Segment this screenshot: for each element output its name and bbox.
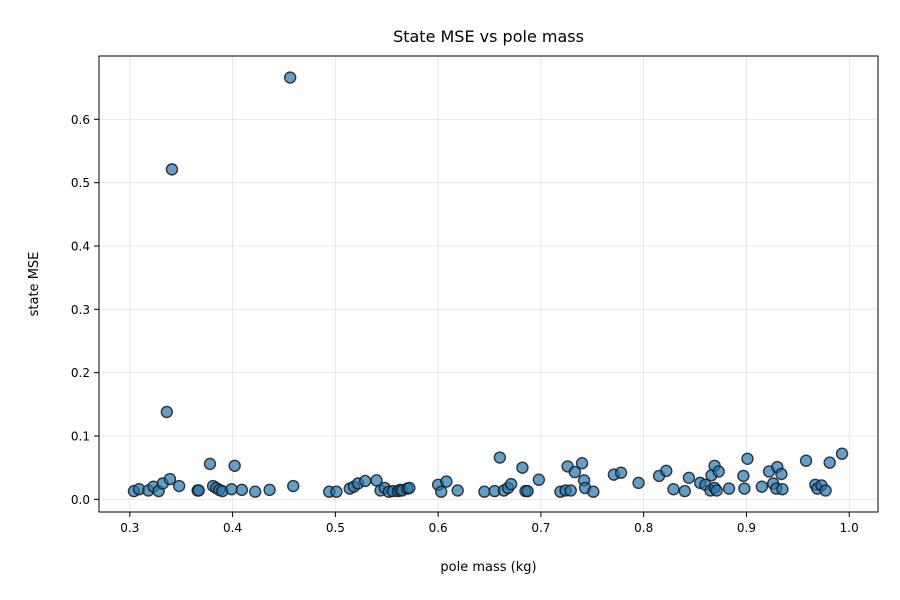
y-tick-label: 0.4 [71, 240, 90, 254]
data-point [710, 484, 723, 497]
x-tick-label: 0.7 [531, 521, 550, 535]
x-tick-label: 0.3 [120, 521, 139, 535]
data-point [358, 474, 372, 488]
data-point [775, 467, 788, 481]
y-tick-label: 0.0 [71, 493, 90, 507]
data-point [235, 483, 249, 497]
data-point [532, 473, 546, 486]
plot-area-frame [98, 55, 879, 513]
y-tick-label: 0.2 [71, 366, 90, 380]
data-point [776, 483, 789, 496]
x-axis-ticks: 0.3 0.4 0.5 0.6 0.7 0.8 0.9 1.0 [120, 512, 859, 535]
data-point [478, 485, 491, 498]
data-point [330, 485, 343, 498]
data-point [819, 484, 832, 497]
data-point [435, 485, 448, 498]
data-point [504, 477, 518, 491]
y-tick-label: 0.1 [71, 430, 90, 444]
data-points [127, 71, 849, 498]
data-point [755, 480, 769, 493]
data-point [165, 163, 179, 176]
data-point [738, 482, 751, 495]
x-tick-label: 0.9 [737, 521, 756, 535]
data-point [440, 475, 453, 488]
chart-title: State MSE vs pole mass [393, 27, 584, 46]
grid-lines [99, 56, 878, 512]
data-point [587, 485, 600, 498]
data-point [737, 469, 750, 483]
data-point [678, 484, 691, 498]
x-axis-label: pole mass (kg) [440, 560, 536, 575]
x-tick-label: 0.5 [326, 521, 345, 535]
y-tick-label: 0.6 [71, 113, 90, 127]
data-point [632, 476, 645, 490]
data-point [192, 484, 205, 497]
y-axis-label: state MSE [27, 252, 42, 317]
data-point [799, 454, 813, 467]
data-point [660, 464, 673, 478]
x-tick-label: 0.8 [634, 521, 653, 535]
data-point [283, 71, 297, 84]
data-point [823, 456, 836, 469]
y-tick-label: 0.3 [71, 303, 90, 317]
data-point [682, 471, 696, 484]
data-point [163, 472, 177, 486]
data-point [172, 479, 186, 493]
data-point [516, 461, 529, 474]
data-point [667, 483, 680, 496]
y-tick-label: 0.5 [71, 176, 90, 190]
data-point [568, 465, 582, 479]
data-point [741, 452, 754, 465]
x-tick-label: 1.0 [840, 521, 859, 535]
data-point [575, 457, 589, 470]
data-point [225, 483, 238, 496]
data-point [228, 459, 241, 472]
y-axis-ticks: 0.0 0.1 0.2 0.3 0.4 0.5 0.6 [71, 113, 99, 507]
data-point [287, 479, 300, 493]
data-point [521, 484, 534, 498]
data-point [722, 482, 736, 495]
data-point [493, 451, 507, 464]
data-point [160, 405, 174, 419]
x-tick-label: 0.6 [429, 521, 448, 535]
data-point [263, 483, 276, 497]
data-point [564, 484, 577, 497]
data-point [403, 481, 416, 495]
x-tick-label: 0.4 [223, 521, 242, 535]
data-point [712, 465, 725, 478]
data-point [203, 457, 217, 471]
data-point [614, 466, 628, 479]
data-point [835, 447, 849, 460]
data-point [451, 484, 464, 497]
data-point [249, 485, 262, 498]
